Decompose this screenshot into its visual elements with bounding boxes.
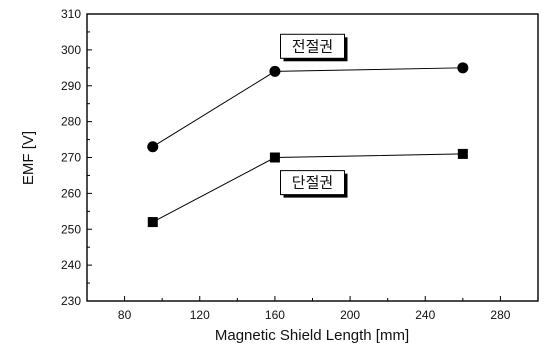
x-tick-label: 120 xyxy=(190,308,210,322)
y-axis-title: EMF [V] xyxy=(20,131,37,185)
y-tick-label: 250 xyxy=(61,222,81,236)
y-axis: 230 240 250 260 270 280 290 300 310 xyxy=(61,7,92,308)
y-tick-label: 310 xyxy=(61,7,81,21)
data-point-circle xyxy=(147,141,159,153)
x-tick-label: 280 xyxy=(490,308,510,322)
series-layer xyxy=(147,62,469,228)
series-line-0 xyxy=(152,67,463,148)
y-tick-label: 240 xyxy=(61,258,81,272)
y-tick-label: 300 xyxy=(61,43,81,57)
y-tick-label: 290 xyxy=(61,79,81,93)
y-tick-label: 280 xyxy=(61,115,81,129)
x-axis-title: Magnetic Shield Length [mm] xyxy=(215,327,409,344)
annotation-box xyxy=(280,33,345,59)
data-point-square xyxy=(147,217,158,228)
x-tick-label: 160 xyxy=(265,308,285,322)
data-point-square xyxy=(457,148,468,159)
data-point-square xyxy=(269,152,280,163)
y-tick-label: 230 xyxy=(61,294,81,308)
x-tick-label: 80 xyxy=(118,308,132,322)
y-tick-label: 270 xyxy=(61,151,81,165)
data-point-circle xyxy=(457,62,469,74)
x-tick-label: 200 xyxy=(340,308,360,322)
annotation-box xyxy=(280,170,345,196)
data-point-circle xyxy=(269,65,281,77)
y-tick-label: 260 xyxy=(61,186,81,200)
x-tick-label: 240 xyxy=(415,308,435,322)
annotation-label: 전절권 xyxy=(292,37,333,55)
x-axis: 80 120 160 200 240 280 xyxy=(118,296,511,322)
annotation-label: 단절권 xyxy=(292,174,333,192)
